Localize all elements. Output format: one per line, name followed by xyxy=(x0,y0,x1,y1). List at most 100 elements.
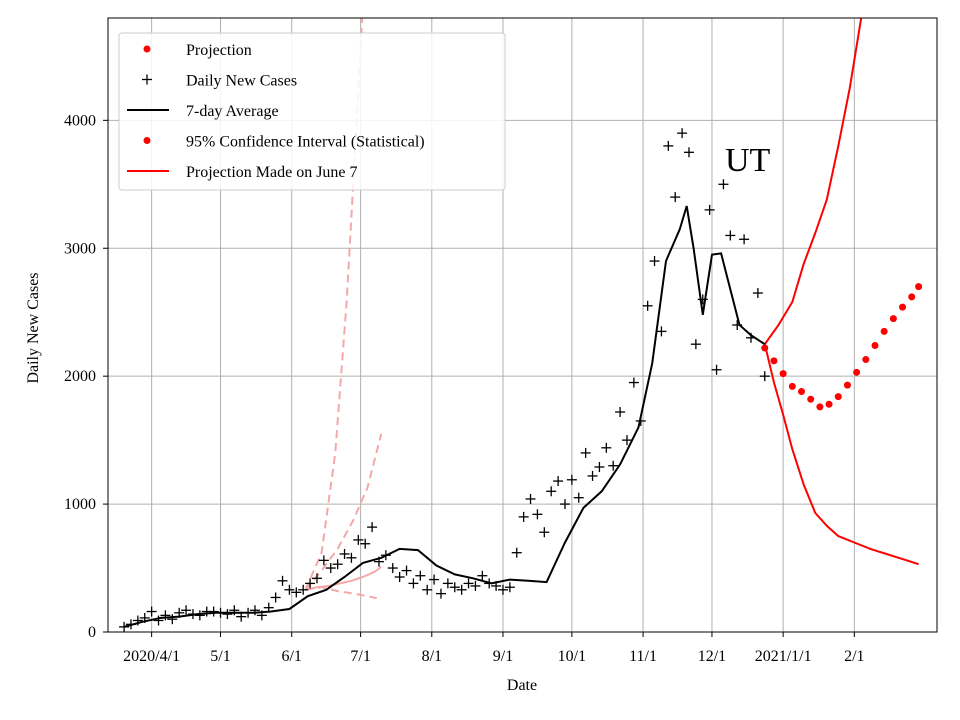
daily-case-marker xyxy=(429,574,440,585)
projection-point xyxy=(825,400,833,408)
daily-case-marker xyxy=(194,610,205,621)
daily-case-marker xyxy=(621,435,632,446)
daily-case-marker xyxy=(759,371,770,382)
daily-case-marker xyxy=(608,460,619,471)
projection-point xyxy=(899,303,907,311)
y-tick-label: 2000 xyxy=(64,368,96,385)
daily-case-marker xyxy=(435,588,446,599)
daily-case-marker xyxy=(587,470,598,481)
daily-case-marker xyxy=(449,582,460,593)
daily-case-marker xyxy=(539,527,550,538)
legend-label: Daily New Cases xyxy=(186,73,297,90)
projection-point xyxy=(761,344,769,352)
daily-case-marker xyxy=(415,570,426,581)
y-axis: 0 1000 2000 3000 4000 xyxy=(64,112,108,641)
projection-point xyxy=(862,356,870,364)
daily-case-marker xyxy=(318,555,329,566)
daily-case-marker xyxy=(463,578,474,589)
projection-point xyxy=(798,388,806,396)
june7-projection-band-line xyxy=(304,433,383,591)
legend-item: 95% Confidence Interval (Statistical) xyxy=(143,134,425,151)
daily-case-marker xyxy=(146,606,157,617)
daily-case-marker xyxy=(704,204,715,215)
daily-case-marker xyxy=(394,571,405,582)
y-axis-label: Daily New Cases xyxy=(25,272,42,383)
daily-case-marker xyxy=(649,256,660,267)
daily-case-marker xyxy=(739,234,750,245)
daily-case-marker xyxy=(291,587,302,598)
x-tick-label: 5/1 xyxy=(210,648,230,665)
daily-case-marker xyxy=(546,486,557,497)
daily-case-marker xyxy=(160,610,171,621)
legend-label: Projection Made on June 7 xyxy=(186,164,358,181)
daily-case-marker xyxy=(181,605,192,616)
legend-item: 7-day Average xyxy=(127,103,279,120)
daily-case-marker xyxy=(360,538,371,549)
daily-case-marker xyxy=(580,447,591,458)
legend-dot-marker xyxy=(143,45,151,53)
y-tick-label: 4000 xyxy=(64,112,96,129)
daily-case-marker xyxy=(477,570,488,581)
projection-point xyxy=(816,403,824,411)
daily-case-marker xyxy=(670,192,681,203)
daily-case-marker xyxy=(752,288,763,299)
june7-projection-band-line xyxy=(305,586,377,600)
legend-item: Projection xyxy=(143,42,252,59)
plot-frame xyxy=(107,17,938,633)
daily-case-marker xyxy=(277,575,288,586)
y-tick-label: 1000 xyxy=(64,496,96,513)
daily-case-marker xyxy=(332,559,343,570)
daily-case-marker xyxy=(725,230,736,241)
seven-day-average-line xyxy=(123,205,766,628)
daily-case-marker xyxy=(711,364,722,375)
daily-case-marker xyxy=(656,326,667,337)
projection-point xyxy=(807,395,815,403)
daily-case-marker xyxy=(422,584,433,595)
daily-case-marker xyxy=(311,573,322,584)
legend-label: 95% Confidence Interval (Statistical) xyxy=(186,134,425,151)
daily-case-marker xyxy=(553,476,564,487)
chart-annotation: UT xyxy=(725,142,771,179)
daily-case-marker xyxy=(594,461,605,472)
daily-case-marker xyxy=(615,406,626,417)
x-tick-label: 2021/1/1 xyxy=(755,648,812,665)
projection-point xyxy=(834,393,842,401)
x-axis: 2020/4/1 5/1 6/1 7/1 8/1 9/1 10/1 11/1 12/1 2021/… xyxy=(123,632,865,665)
legend-label: 7-day Average xyxy=(186,103,279,120)
daily-case-marker xyxy=(470,580,481,591)
daily-case-marker xyxy=(525,493,536,504)
projection-point xyxy=(788,382,796,390)
x-tick-label: 2020/4/1 xyxy=(123,648,180,665)
daily-case-marker xyxy=(305,578,316,589)
x-axis-label: Date xyxy=(507,677,537,694)
daily-case-marker xyxy=(367,522,378,533)
projection-point xyxy=(779,370,787,378)
legend: Projection Daily New Cases 7-day Average 95… xyxy=(118,32,506,191)
projection-point xyxy=(880,327,888,335)
legend-item: Daily New Cases xyxy=(142,73,297,90)
daily-case-marker xyxy=(511,547,522,558)
daily-case-marker xyxy=(532,509,543,520)
daily-case-marker xyxy=(497,584,508,595)
x-tick-label: 8/1 xyxy=(422,648,442,665)
x-tick-label: 10/1 xyxy=(558,648,586,665)
x-tick-label: 2/1 xyxy=(844,648,864,665)
legend-box xyxy=(118,32,506,191)
daily-case-marker xyxy=(222,609,233,620)
daily-case-marker xyxy=(208,606,219,617)
data-marks xyxy=(119,18,923,632)
legend-label: Projection xyxy=(186,42,252,59)
daily-case-marker xyxy=(346,552,357,563)
y-tick-label: 3000 xyxy=(64,240,96,257)
daily-case-marker xyxy=(339,548,350,559)
daily-case-marker xyxy=(167,614,178,625)
daily-case-marker xyxy=(325,563,336,574)
daily-case-marker xyxy=(677,128,688,139)
daily-case-marker xyxy=(284,584,295,595)
x-tick-label: 7/1 xyxy=(350,648,370,665)
daily-case-marker xyxy=(559,499,570,510)
legend-dot-marker xyxy=(143,137,151,144)
projection-point xyxy=(853,368,861,376)
projection-point xyxy=(915,283,923,291)
